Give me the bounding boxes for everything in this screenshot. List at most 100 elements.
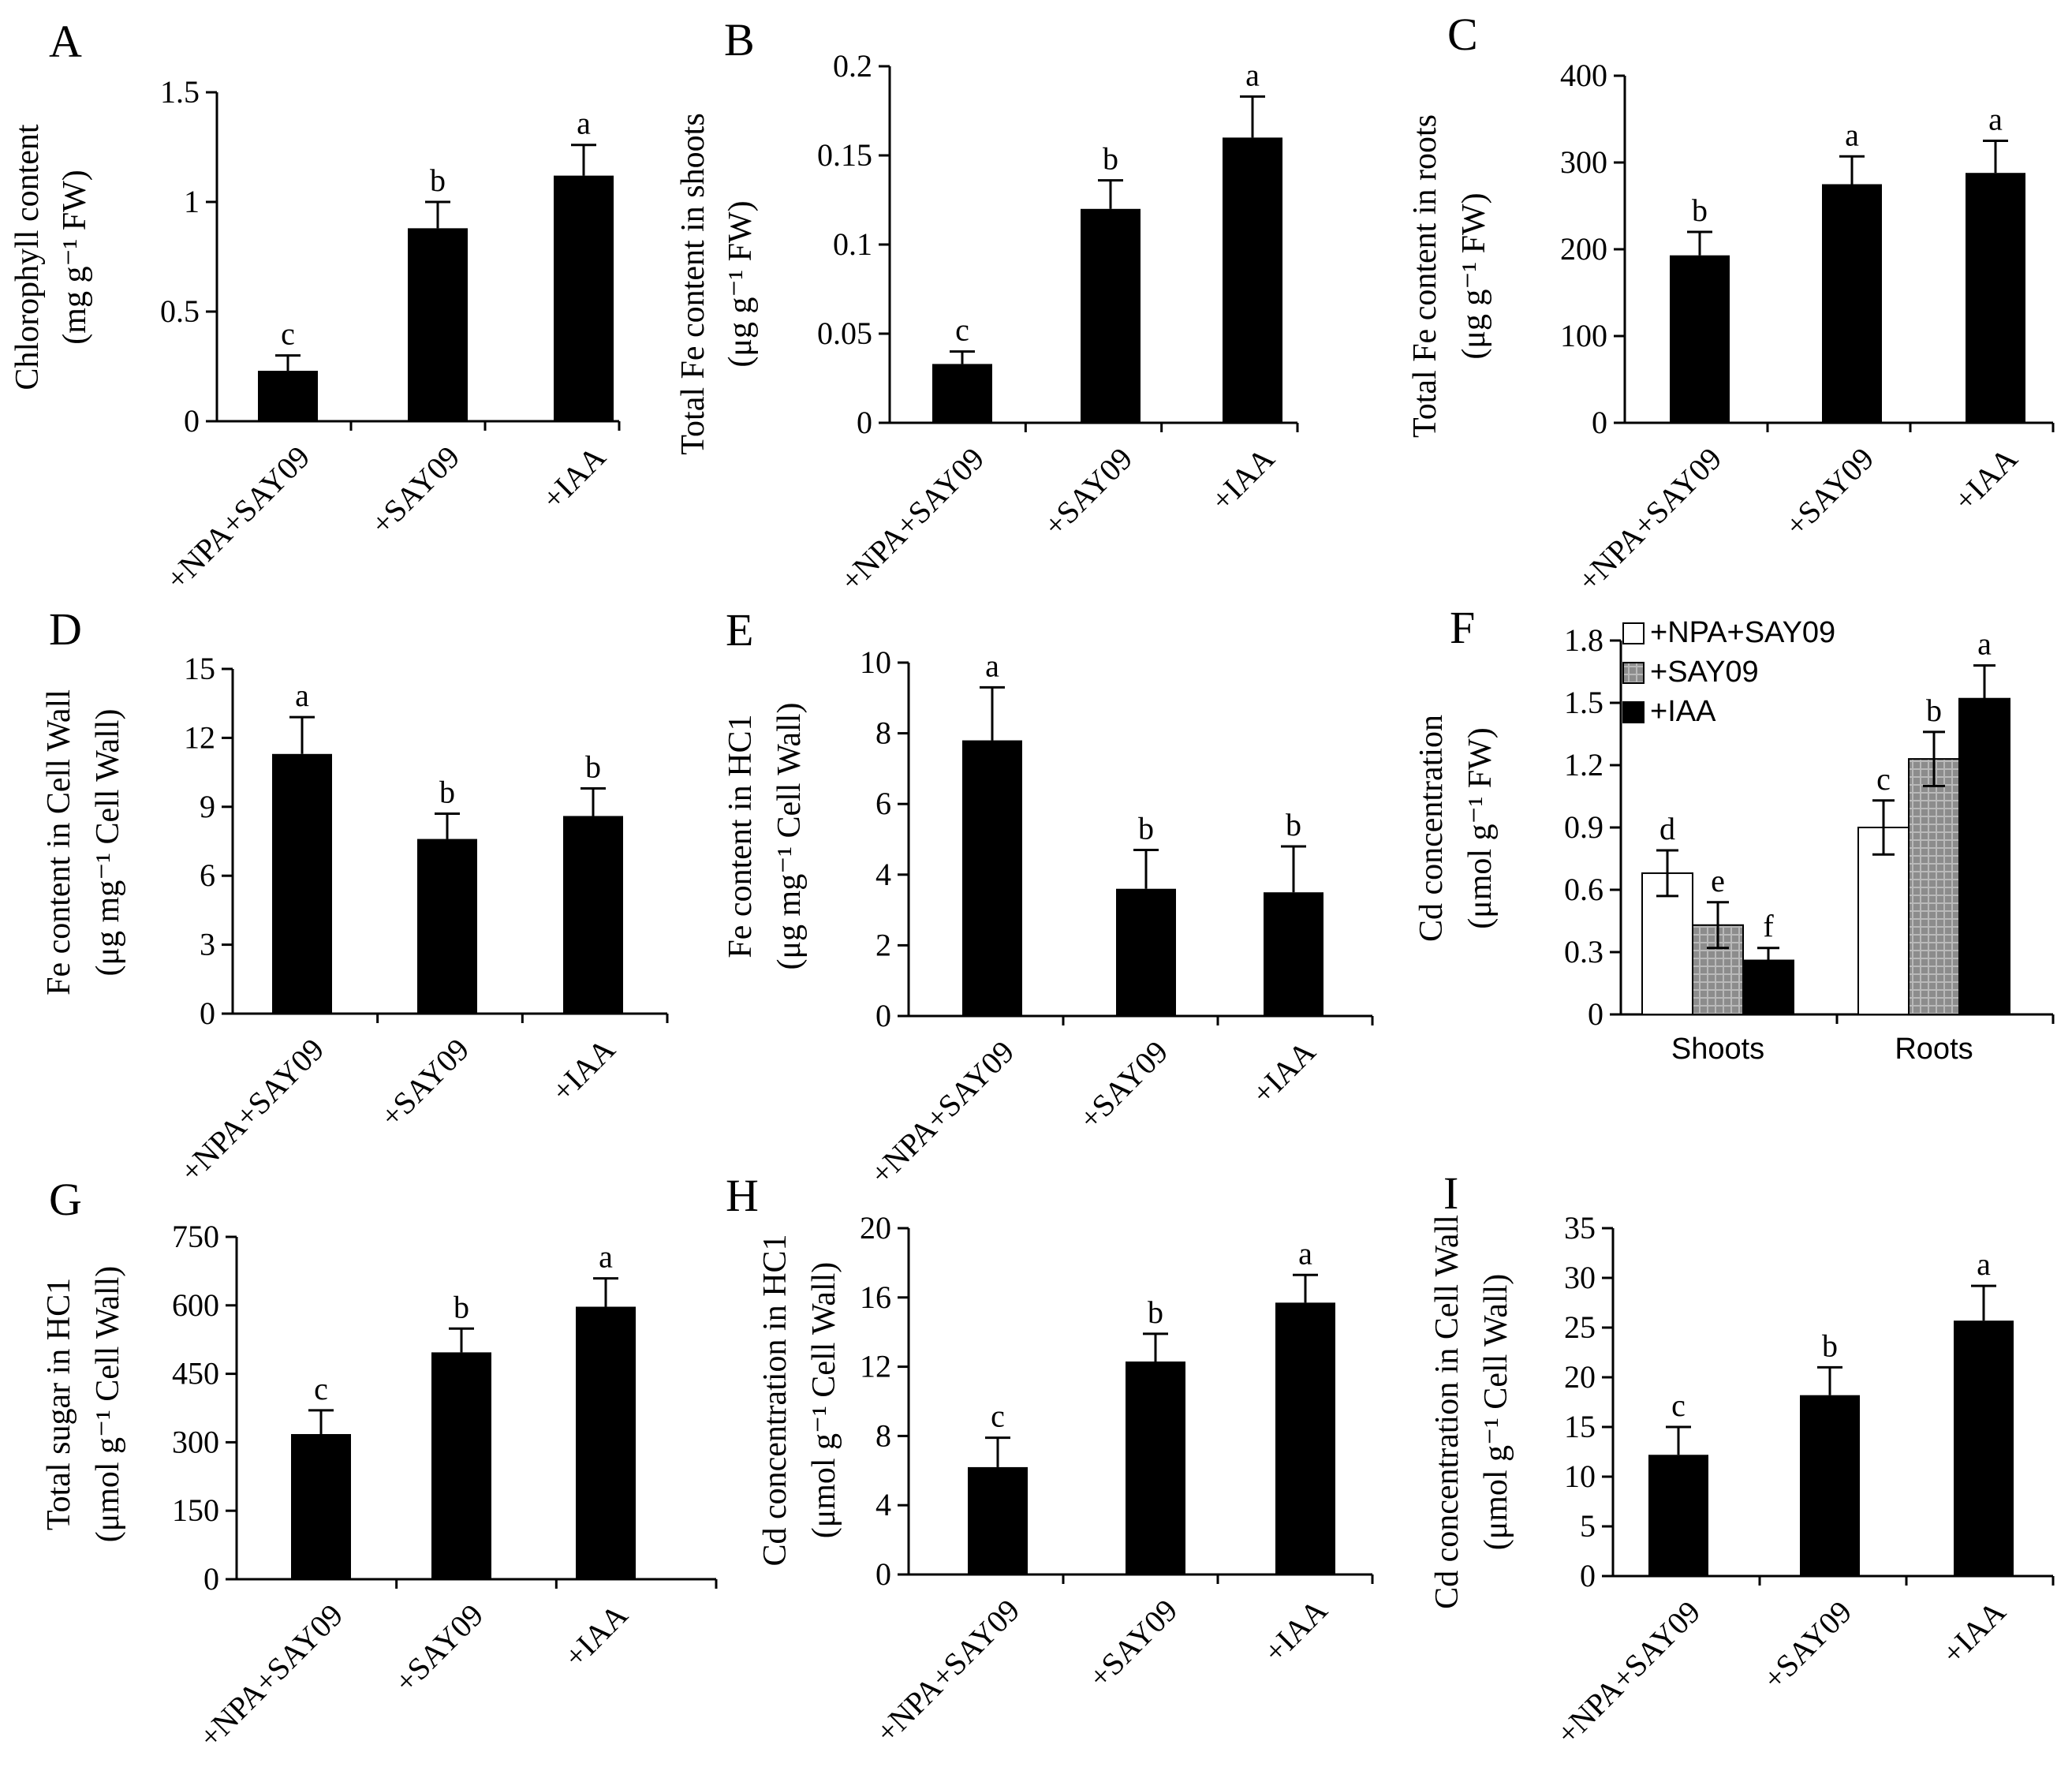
- significance-letter: b: [454, 1289, 469, 1324]
- bar: [962, 740, 1022, 1016]
- y-axis-label: Chlorophyll content: [9, 124, 46, 390]
- panel-b: B 0 0.05 0.1 0.15 0.2 Total Fe content in shoo…: [675, 14, 1299, 599]
- y-tick-label: 600: [172, 1287, 219, 1323]
- bar: [1954, 1320, 2014, 1576]
- significance-letter: a: [1977, 1246, 1991, 1282]
- x-category-label: +NPA+SAY09: [192, 1597, 349, 1755]
- y-tick-label: 1.2: [1564, 747, 1603, 783]
- y-tick-label: 0: [184, 403, 200, 439]
- y-axis-unit: (μg mg⁻¹ Cell Wall): [771, 703, 808, 970]
- x-category-label: +SAY09: [1778, 441, 1880, 543]
- significance-letter: a: [985, 648, 999, 683]
- bar: [1126, 1362, 1185, 1574]
- y-axis-unit: (mg g⁻¹ FW): [57, 170, 93, 344]
- y-axis-label: Fe content in Cell Wall: [41, 689, 77, 995]
- y-tick-label: 0: [1592, 405, 1607, 440]
- y-tick-label: 8: [875, 1418, 891, 1453]
- bar: [1822, 184, 1882, 423]
- x-category-label: +IAA: [1935, 1593, 2012, 1671]
- bar: [1081, 208, 1141, 423]
- y-tick-label: 12: [860, 1349, 891, 1384]
- x-category-label: +IAA: [557, 1597, 634, 1674]
- y-tick-label: 25: [1564, 1309, 1596, 1345]
- significance-letter: a: [1298, 1235, 1312, 1271]
- bar: [968, 1466, 1028, 1574]
- y-tick-label: 150: [172, 1492, 219, 1528]
- significance-letter: a: [599, 1239, 613, 1275]
- x-group-label: Roots: [1895, 1033, 1973, 1066]
- significance-letter: f: [1763, 909, 1774, 944]
- y-tick-label: 10: [860, 644, 891, 680]
- bar: [417, 839, 477, 1014]
- y-tick-label: 30: [1564, 1260, 1596, 1295]
- y-tick-label: 1.5: [160, 74, 200, 110]
- bar: [1958, 697, 2010, 1015]
- bar: [1966, 173, 2025, 423]
- y-axis-unit: (μmol g⁻¹ Cell Wall): [90, 1266, 126, 1543]
- legend-swatch: [1622, 662, 1645, 684]
- legend-swatch: [1622, 622, 1645, 644]
- y-tick-label: 100: [1560, 318, 1607, 353]
- panel-f: F 0 0.3 0.6 0.9 1.2 1.5 1.8 Cd concentration (μmo…: [1413, 602, 2055, 1066]
- x-category-label: +SAY09: [1081, 1593, 1184, 1695]
- panel-e: E 0 2 4 6 8 10 Fe content in HC1 (μg mg⁻¹ Cell W…: [722, 604, 1374, 1192]
- bar: [291, 1433, 351, 1579]
- significance-letter: b: [585, 749, 601, 784]
- panel-i: I 0 5 10 15 20 25 30 35 Cd concentration in Cell …: [1429, 1167, 2055, 1752]
- bar: [576, 1306, 636, 1579]
- significance-letter: e: [1711, 863, 1725, 898]
- y-tick-label: 9: [200, 789, 215, 824]
- y-tick-label: 1: [184, 184, 200, 219]
- panel-label: D: [49, 603, 82, 655]
- y-tick-label: 400: [1560, 58, 1607, 93]
- panel-label: E: [726, 604, 753, 656]
- bar: [408, 228, 468, 421]
- y-tick-label: 3: [200, 927, 215, 962]
- panel-label: F: [1450, 602, 1475, 653]
- panel-h: H 0 4 8 12 16 20 Cd concentration in HC1 (μmol g…: [726, 1170, 1374, 1750]
- significance-letter: b: [1148, 1294, 1163, 1330]
- x-category-label: +IAA: [1204, 440, 1281, 517]
- legend-label: +NPA+SAY09: [1650, 616, 1835, 649]
- panel-label: A: [49, 16, 82, 67]
- y-tick-label: 0: [857, 405, 872, 440]
- y-tick-label: 4: [875, 1487, 891, 1522]
- y-tick-label: 5: [1580, 1508, 1596, 1544]
- y-tick-label: 0.9: [1564, 809, 1603, 845]
- y-tick-label: 0.1: [833, 226, 872, 262]
- bar: [563, 816, 623, 1014]
- y-tick-label: 450: [172, 1356, 219, 1391]
- y-tick-label: 0.3: [1564, 934, 1603, 969]
- y-axis-unit: (μmol g⁻¹ Cell Wall): [806, 1262, 842, 1539]
- panel-label: I: [1443, 1167, 1458, 1219]
- bar: [1648, 1455, 1708, 1576]
- panel-label: B: [724, 14, 755, 65]
- y-axis-label: Cd concentration in Cell Wall: [1429, 1215, 1465, 1609]
- significance-letter: b: [1286, 807, 1301, 842]
- x-category-label: +IAA: [535, 439, 612, 516]
- bar: [258, 371, 318, 421]
- y-tick-label: 4: [875, 857, 891, 892]
- y-tick-label: 8: [875, 715, 891, 751]
- panel-label: H: [726, 1170, 759, 1221]
- y-axis-unit: (μmol g⁻¹ Cell Wall): [1478, 1274, 1514, 1551]
- x-category-label: +SAY09: [1036, 441, 1139, 543]
- bar: [1223, 137, 1282, 423]
- x-category-label: +NPA+SAY09: [833, 441, 991, 599]
- x-category-label: +IAA: [1245, 1033, 1322, 1111]
- legend-label: +IAA: [1650, 695, 1716, 728]
- y-axis-label: Cd concentration: [1413, 715, 1450, 942]
- y-tick-label: 0: [200, 995, 215, 1031]
- y-tick-label: 0: [875, 1556, 891, 1592]
- bar: [1275, 1302, 1335, 1574]
- panel-c: C 0 100 200 300 400 Total Fe content in roots (…: [1407, 9, 2055, 599]
- bar: [1742, 959, 1794, 1015]
- significance-letter: c: [991, 1399, 1005, 1434]
- y-tick-label: 15: [184, 651, 215, 686]
- y-tick-label: 1.8: [1564, 622, 1603, 658]
- significance-letter: a: [1245, 57, 1260, 92]
- y-tick-label: 35: [1564, 1210, 1596, 1246]
- y-axis-label: Total Fe content in shoots: [675, 113, 711, 454]
- y-tick-label: 0: [203, 1561, 219, 1597]
- y-axis-label: Total sugar in HC1: [41, 1278, 77, 1530]
